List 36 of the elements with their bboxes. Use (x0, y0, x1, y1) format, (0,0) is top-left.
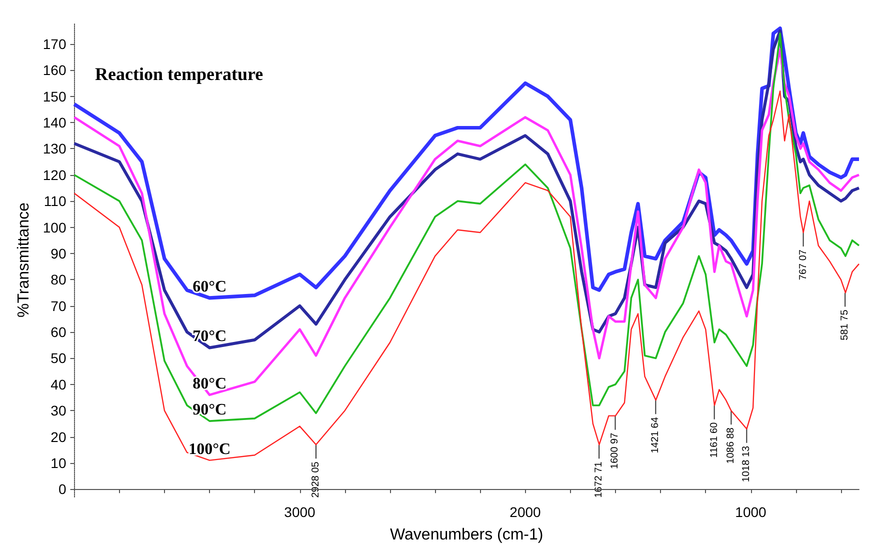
y-axis-title: %Transmittance (16, 202, 32, 318)
y-tick-label: 130 (42, 140, 66, 157)
y-tick-label: 160 (42, 62, 66, 78)
x-tick-label: 3000 (284, 504, 316, 520)
y-tick-label: 60 (50, 324, 66, 340)
y-tick-label: 10 (50, 454, 66, 471)
y-tick-label: 120 (42, 166, 66, 183)
y-tick-label: 40 (50, 376, 66, 392)
y-tick-label: 140 (42, 114, 66, 131)
annotation: 1018 13 (741, 445, 752, 482)
annotation: 1161 60 (708, 422, 720, 458)
annotation: 767 07 (798, 249, 809, 280)
text: Reaction temperature (95, 64, 264, 84)
annotation: 1600 97 (610, 432, 621, 469)
y-tick-label: 30 (50, 402, 66, 419)
x-tick-label: 2000 (510, 504, 542, 520)
y-tick-label: 150 (42, 88, 66, 104)
x-tick-label: 1000 (735, 504, 767, 520)
annotation: 2928 05 (310, 461, 322, 498)
y-tick-label: 90 (50, 245, 66, 262)
y-tick-label: 20 (50, 428, 66, 445)
y-tick-label: 170 (42, 36, 66, 52)
y-tick-label: 50 (50, 350, 66, 366)
y-tick-label: 100 (42, 219, 66, 236)
annotation: 581 75 (840, 309, 851, 340)
y-tick-label: 80 (50, 272, 66, 288)
series-label: 90°C (192, 402, 227, 419)
annotation: 1086 88 (726, 427, 737, 464)
series-label: 100°C (188, 440, 231, 458)
x-axis-title: Wavenumbers (cm-1) (390, 526, 544, 544)
series-label: 70°C (192, 328, 227, 346)
y-tick-label: 70 (50, 298, 66, 314)
annotation: 1421 64 (650, 416, 662, 454)
y-tick-label: 110 (44, 193, 66, 210)
y-tick-label: 0 (58, 481, 66, 498)
series-label: 60°C (192, 278, 227, 296)
